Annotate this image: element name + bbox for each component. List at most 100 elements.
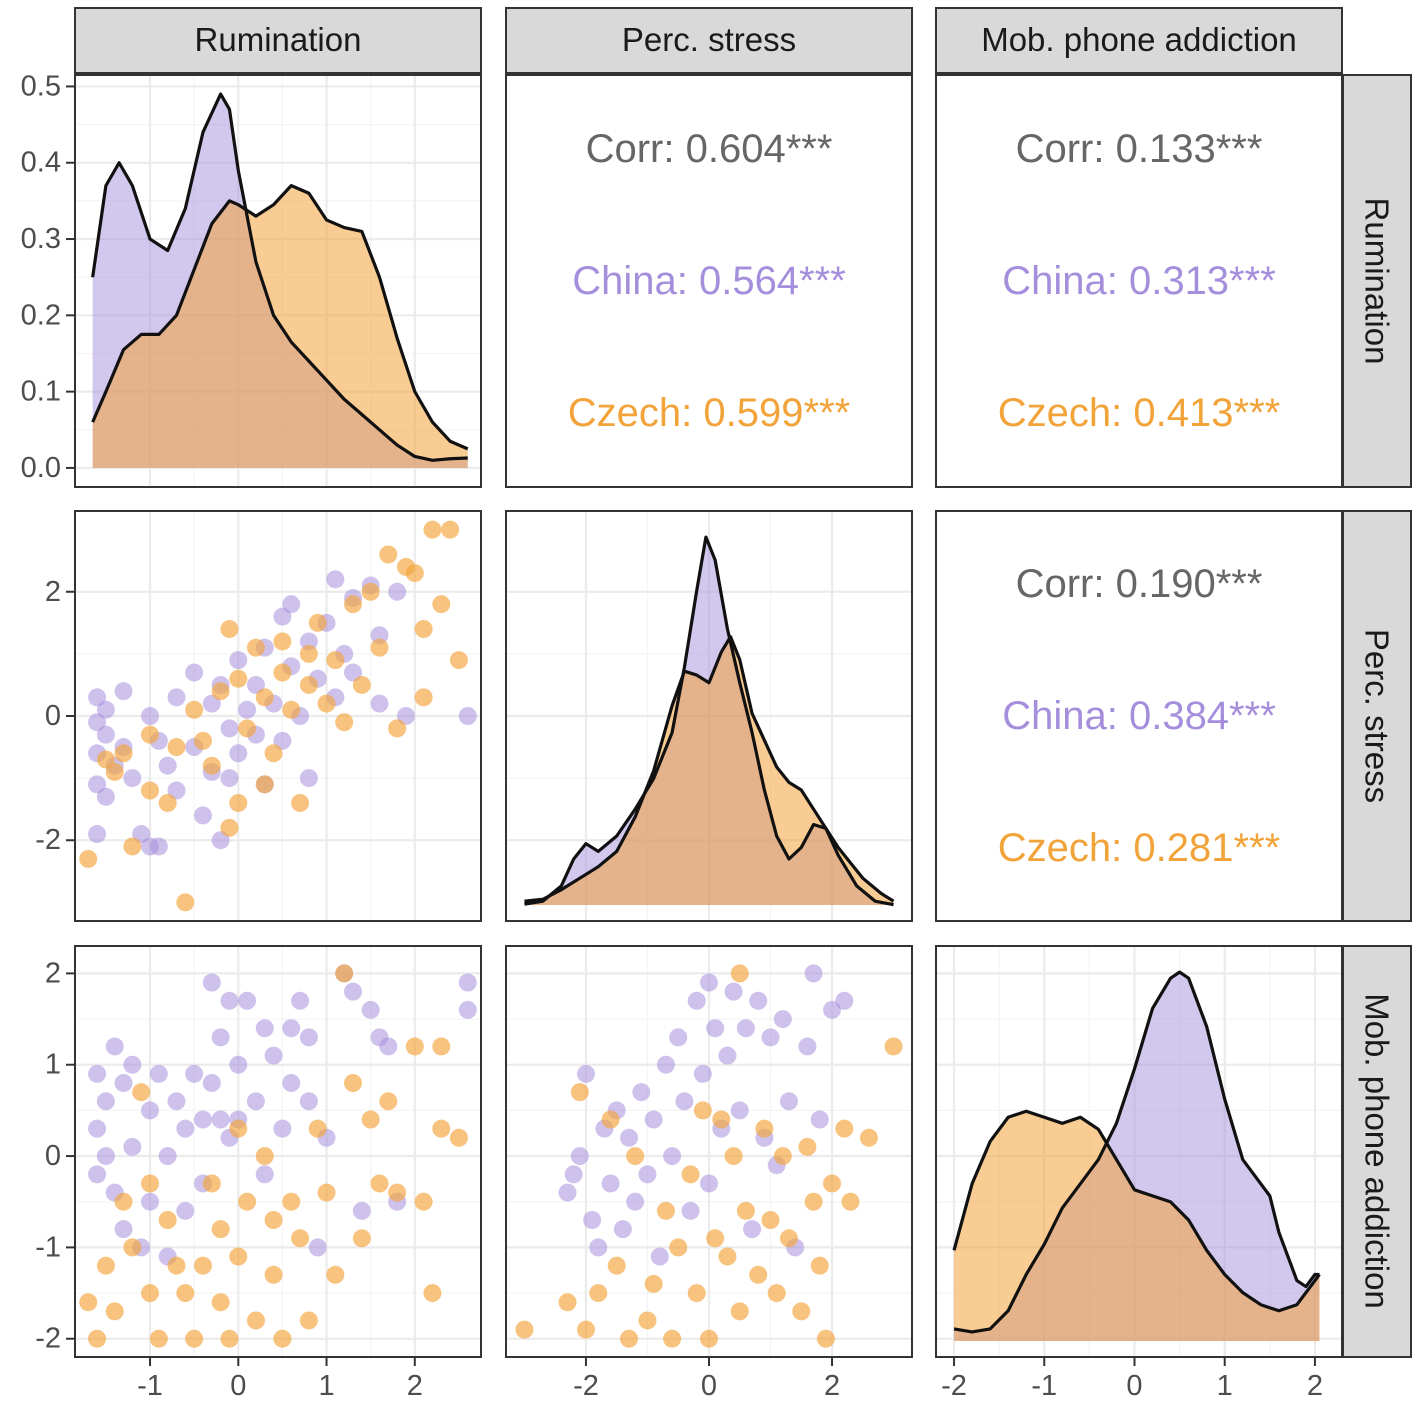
panel-scatter-stress-phone [505,945,913,1358]
scatter-point-china [282,1074,301,1092]
row-strip-rumination: Rumination [1342,74,1412,488]
corr-china-text: China: 0.564*** [572,259,846,303]
scatter-point-czech [282,1192,301,1211]
scatter-point-china [220,769,239,788]
panel-border [74,945,482,1358]
scatter-point-china [823,1000,842,1019]
scatter-point-china [202,973,221,992]
y-tick-label: 0.5 [21,70,61,102]
scatter-point-czech [361,582,380,601]
scatter-point-czech [123,1238,142,1257]
scatter-point-czech [255,1147,274,1166]
scatter-point-czech [220,620,239,639]
scatter-point-china [352,1201,371,1220]
column-strip-perc-stress: Perc. stress [505,7,913,74]
density-area-czech [524,636,894,905]
scatter-point-china [282,1019,301,1038]
scatter-point-czech [681,1165,700,1184]
scatter-point-china [736,1019,755,1038]
scatter-point-czech [859,1128,878,1147]
scatter-point-czech [255,688,274,707]
scatter-point-czech [238,719,257,738]
scatter-point-czech [264,744,283,763]
scatter-point-czech [379,1092,398,1111]
x-tick-label: -2 [573,1370,599,1402]
scatter-point-china [264,1046,283,1065]
y-tick-label: 0 [45,700,61,732]
scatter-point-china [229,744,248,763]
scatter-point-china [149,1064,168,1083]
scatter-point-china [626,1192,645,1211]
scatter-point-czech [185,700,204,719]
scatter-point-china [96,1092,115,1111]
density-line-czech [91,184,469,451]
scatter-point-china [773,1010,792,1029]
scatter-point-czech [607,1256,626,1275]
scatter-point-czech [220,1329,239,1348]
scatter-point-china [88,1165,107,1184]
scatter-point-china [687,991,706,1010]
panel-border [505,510,913,922]
scatter-point-czech [299,644,318,663]
corr-czech-text: Czech: 0.281*** [998,826,1280,870]
scatter-point-china [613,1220,632,1239]
scatter-point-czech [626,1147,645,1166]
scatter-point-china [650,1247,669,1266]
scatter-point-czech [687,1284,706,1303]
scatter-point-china [458,973,477,992]
density-line-china [524,535,894,907]
y-tick-label: 0.2 [21,299,61,331]
scatter-point-china [299,1028,318,1047]
scatter-point-czech [730,964,749,983]
scatter-point-czech [229,669,248,688]
scatter-point-czech [158,1211,177,1229]
scatter-point-china [564,1165,583,1184]
scatter-point-czech [414,688,433,707]
y-tick-label: 1 [45,1049,61,1081]
scatter-point-china [718,1046,737,1065]
scatter-point-china [361,1000,380,1019]
scatter-point-czech [282,700,301,719]
scatter-point-china [681,1201,700,1220]
scatter-point-czech [238,1192,257,1211]
scatter-point-china [88,825,107,844]
scatter-point-china [176,1201,195,1220]
scatter-point-china [220,991,239,1010]
scatter-point-china [396,707,415,725]
x-tick-label: 2 [824,1370,840,1402]
scatter-point-czech [515,1320,534,1339]
scatter-point-czech [432,1037,451,1056]
scatter-point-czech [669,1238,688,1257]
corr-china-text: China: 0.384*** [1002,694,1276,738]
scatter-point-czech [449,651,468,670]
scatter-point-czech [88,1329,107,1348]
scatter-point-china [724,982,743,1001]
scatter-point-czech [176,893,195,912]
density-line-china [91,92,468,462]
panel-corr-stress-phone: Corr: 0.190*** China: 0.384*** Czech: 0.28… [935,510,1343,922]
scatter-point-czech [291,793,310,812]
column-strip-rumination-label: Rumination [195,21,362,58]
x-tick-label: 0 [230,1370,246,1402]
scatter-point-china [114,682,133,701]
scatter-point-china [238,991,257,1010]
panel-scatter-rumination-stress [74,510,482,922]
scatter-point-czech [308,1119,327,1138]
scatter-point-china [458,1000,477,1019]
scatter-point-china [185,1064,204,1083]
scatter-point-china [96,1147,115,1166]
scatter-point-czech [96,1256,115,1275]
x-tick-label: 2 [1307,1370,1323,1402]
y-tick-label: 2 [45,957,61,989]
scatter-point-china [96,787,115,806]
scatter-point-czech [441,520,460,539]
scatter-point-czech [220,818,239,837]
scatter-point-china [105,1037,124,1056]
panel-background [935,74,1343,488]
y-tick-label: -2 [35,824,61,856]
scatter-point-czech [167,1256,186,1275]
scatter-point-czech [370,638,389,657]
panel-density-phone [935,945,1343,1358]
scatter-point-china [601,1174,620,1193]
scatter-point-china [273,1119,292,1138]
